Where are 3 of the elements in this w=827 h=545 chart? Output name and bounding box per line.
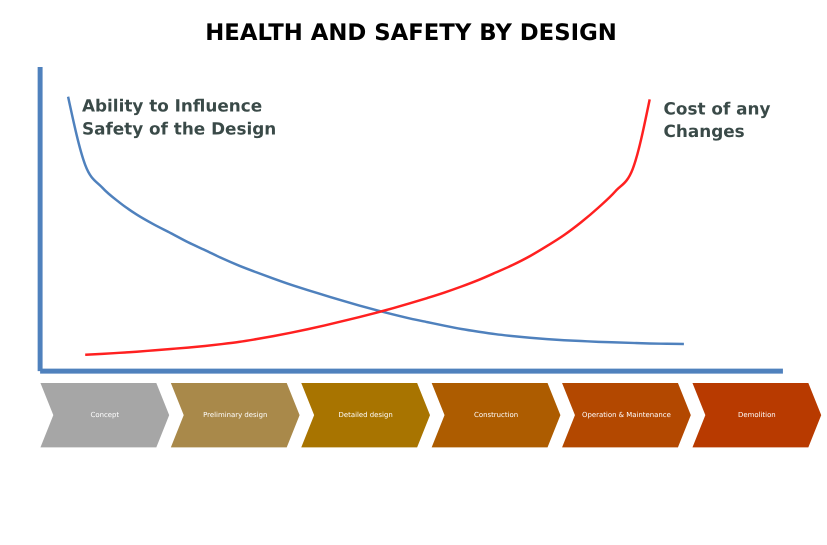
series-label: Cost of any Changes xyxy=(664,98,770,142)
chart-title: HEALTH AND SAFETY BY DESIGN xyxy=(205,20,617,46)
series-label: Ability to Influence Safety of the Design xyxy=(82,96,276,138)
